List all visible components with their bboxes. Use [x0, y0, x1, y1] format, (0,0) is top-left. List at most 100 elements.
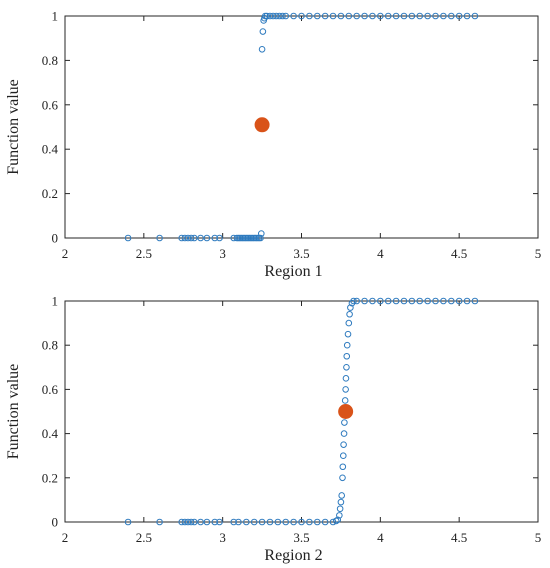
data-point [216, 518, 223, 526]
data-point [392, 297, 400, 305]
data-point [353, 12, 360, 20]
data-point [266, 518, 274, 526]
data-point [230, 234, 238, 242]
data-point [408, 297, 416, 305]
data-point [341, 397, 349, 404]
data-point [187, 518, 195, 526]
data-point [197, 234, 204, 242]
data-point [181, 234, 189, 242]
y-tick-label: 1 [52, 294, 59, 309]
chart-panel-region-2: 2 2.5 3 3.5 4 4.5 5 0 0.2 0.4 0.6 0.8 1 Region 2 Funct… [5, 294, 541, 565]
data-point [343, 341, 351, 349]
data-point [455, 297, 463, 305]
data-point [124, 518, 132, 526]
highlight-point [338, 404, 354, 419]
x-tick-label: 5 [535, 530, 542, 545]
data-point [276, 12, 283, 20]
data-point [257, 234, 264, 242]
x-tick-label: 2 [62, 246, 69, 261]
data-point [338, 492, 346, 499]
data-point [408, 12, 416, 20]
y-tick-label: 0.8 [42, 338, 58, 353]
data-point [340, 441, 347, 448]
data-point [181, 518, 189, 526]
x-tick-label: 3.5 [293, 246, 309, 261]
data-point [463, 12, 471, 20]
data-point [345, 12, 353, 20]
plot-frame [64, 15, 539, 239]
data-point [257, 230, 265, 237]
data-point [346, 310, 353, 318]
data-point [272, 12, 280, 20]
x-tick-label: 3.5 [293, 530, 309, 545]
data-point [269, 12, 277, 20]
data-point [258, 518, 266, 526]
data-point [416, 12, 424, 20]
data-point [377, 297, 384, 305]
data-point [211, 234, 219, 242]
chart-panel-region-1: 2 2.5 3 3.5 4 4.5 5 0 0.2 0.4 0.6 0.8 1 Region 1 Funct… [5, 9, 541, 281]
y-tick-label: 0 [52, 231, 59, 246]
data-point [187, 234, 195, 242]
data-point [471, 12, 479, 20]
data-point [184, 518, 192, 526]
data-point [197, 518, 204, 526]
data-point [290, 518, 297, 526]
data-point [306, 518, 313, 526]
data-point [353, 297, 360, 305]
data-point [306, 12, 313, 20]
data-point [178, 234, 185, 242]
data-point [336, 505, 344, 513]
data-point [416, 297, 424, 305]
data-point [337, 498, 345, 506]
data-point [369, 297, 376, 305]
x-tick-label: 4.5 [451, 246, 467, 261]
data-point [282, 518, 290, 526]
data-point [263, 12, 271, 20]
data-point [463, 297, 471, 305]
data-point [329, 12, 337, 20]
data-point [243, 518, 250, 526]
data-point [250, 518, 258, 526]
y-axis-label: Function value [5, 364, 22, 460]
data-point [321, 12, 329, 20]
y-tick-label: 0.4 [42, 426, 59, 441]
data-point [216, 234, 223, 242]
y-tick-label: 0.8 [42, 53, 58, 68]
data-point [211, 518, 219, 526]
data-point [235, 518, 242, 526]
data-point [203, 518, 211, 526]
data-point [400, 12, 408, 20]
data-point [471, 297, 479, 305]
data-point [313, 518, 321, 526]
data-point [339, 474, 346, 482]
data-point [347, 304, 354, 311]
data-point [343, 352, 351, 360]
data-point [203, 234, 211, 242]
data-point [334, 516, 342, 524]
data-point [332, 517, 340, 525]
x-tick-label: 5 [535, 246, 542, 261]
data-point [440, 297, 447, 305]
data-point [313, 12, 321, 20]
data-point [184, 234, 192, 242]
plot-frame [64, 300, 539, 523]
data-point [279, 12, 286, 20]
data-point [343, 364, 350, 371]
data-point [342, 386, 349, 393]
y-tick-label: 0.6 [42, 382, 59, 397]
x-axis-label: Region 2 [264, 547, 322, 564]
data-point [258, 46, 266, 53]
data-point [321, 518, 329, 526]
data-point [424, 297, 431, 305]
data-point [361, 12, 368, 20]
data-point [447, 12, 455, 20]
data-point [424, 12, 431, 20]
data-point [350, 297, 357, 305]
data-point [298, 12, 305, 20]
data-point [341, 419, 348, 426]
y-tick-label: 0.2 [42, 186, 58, 201]
data-point [432, 12, 439, 20]
data-point [339, 463, 347, 471]
x-tick-label: 3 [219, 530, 226, 545]
